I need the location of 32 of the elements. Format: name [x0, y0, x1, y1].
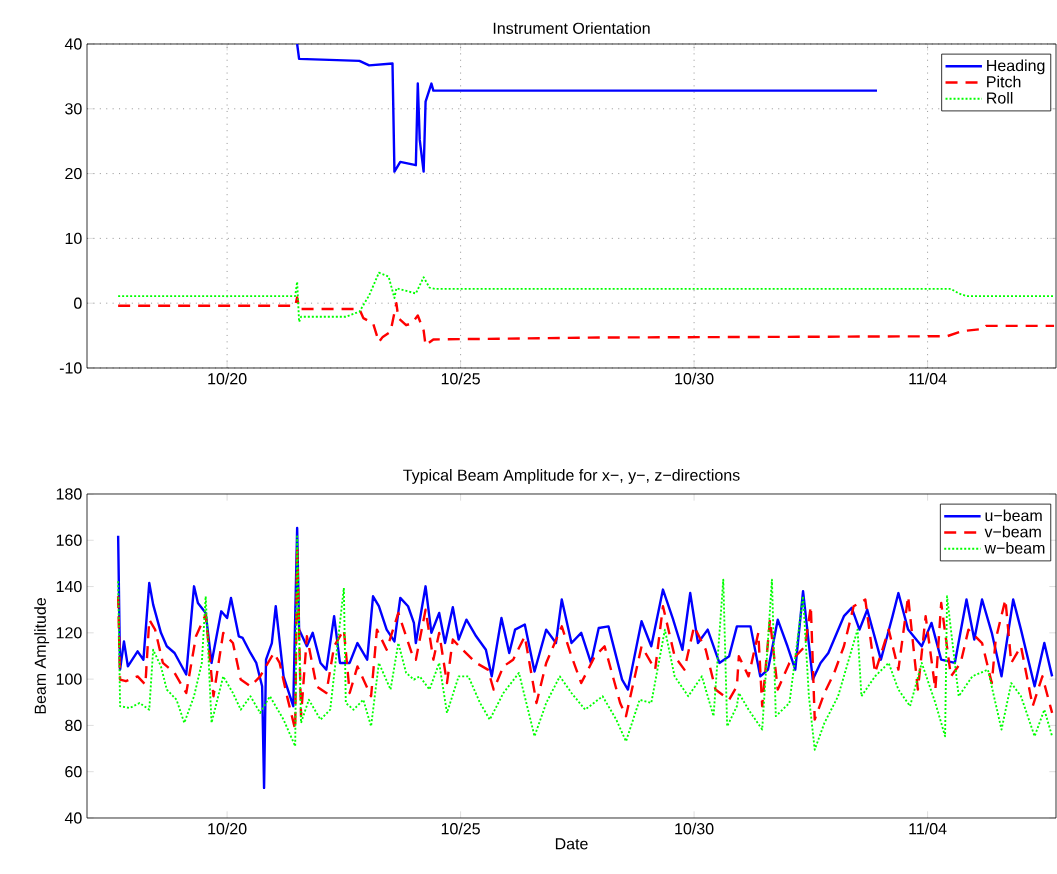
y-tick-label: 80: [65, 719, 82, 732]
chart-title: Typical Beam Amplitude for x−, y−, z−directions: [403, 469, 740, 484]
y-tick-label: 60: [65, 766, 82, 778]
x-tick-label: 10/20: [208, 372, 247, 385]
legend-label: Roll: [987, 91, 1013, 104]
y-tick-label: 180: [56, 488, 82, 500]
y-tick-label: 40: [64, 38, 82, 50]
y-axis-title: Beam Amplitude: [34, 598, 50, 714]
legend-label: Pitch: [987, 75, 1021, 88]
x-tick-label: 10/20: [208, 822, 247, 835]
y-tick-label: -10: [59, 362, 82, 374]
legend-label: v−beam: [984, 525, 1041, 538]
legend-label: u−beam: [985, 509, 1042, 522]
x-axis-title: Date: [555, 838, 588, 850]
y-tick-label: 100: [56, 673, 82, 685]
x-tick-label: 10/30: [675, 372, 714, 385]
y-tick-label: 10: [65, 232, 82, 245]
y-tick-label: 140: [56, 580, 82, 593]
chart-title: Instrument Orientation: [493, 22, 650, 34]
y-tick-label: 20: [65, 167, 82, 180]
legend-label: Heading: [987, 59, 1045, 75]
legend-label: w−beam: [984, 541, 1045, 554]
y-tick-label: 30: [65, 103, 82, 115]
y-tick-label: 120: [56, 627, 82, 639]
y-tick-label: 40: [64, 812, 82, 824]
y-tick-label: 0: [74, 297, 82, 309]
x-tick-label: 11/04: [909, 822, 947, 835]
y-tick-label: 160: [56, 534, 82, 546]
x-tick-label: 10/25: [441, 372, 480, 385]
x-tick-label: 10/25: [441, 822, 480, 835]
x-tick-label: 10/30: [675, 822, 714, 835]
x-tick-label: 11/04: [909, 372, 947, 385]
